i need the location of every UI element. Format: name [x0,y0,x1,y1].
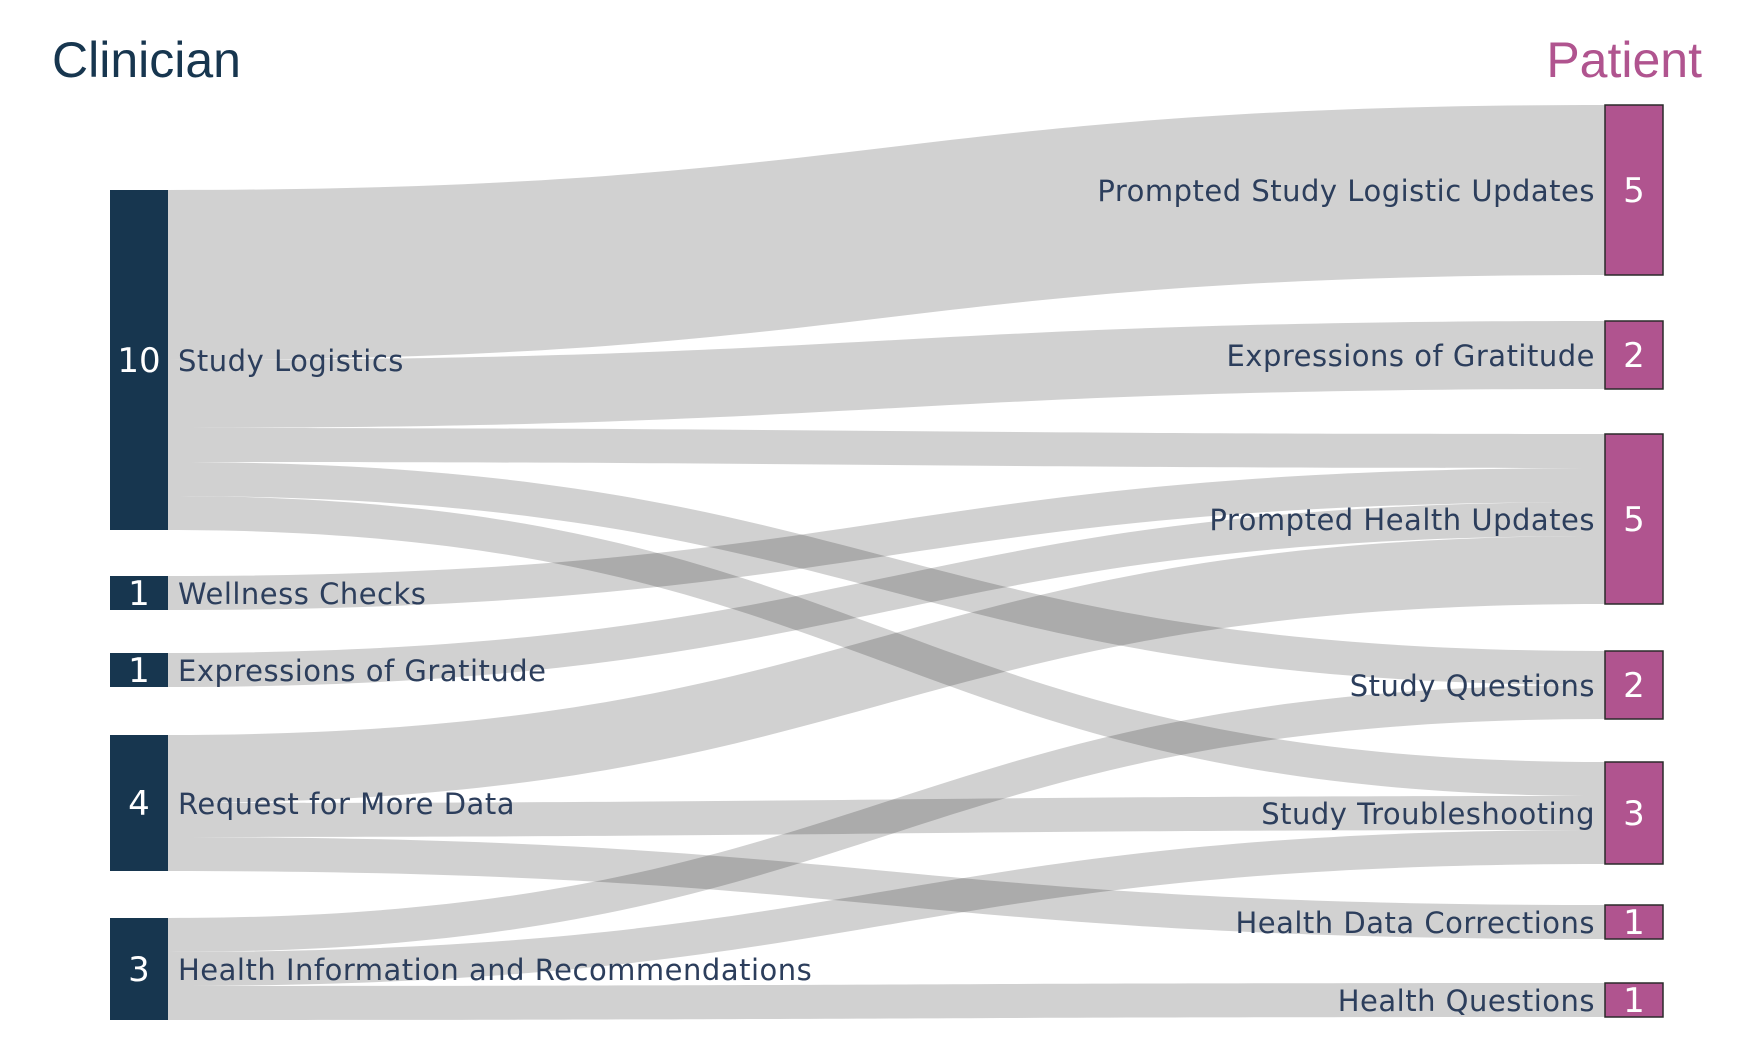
labels: 10 Study Logistics 1 Wellness Checks 1 Expres… [117,171,1644,1021]
clinician-node-wellness_checks [110,576,168,610]
flow-study_logistics-to-prompted_health [168,428,1605,468]
patient-header: Patient [1546,32,1702,88]
flow-more_data-to-data_corrections [168,837,1605,939]
patient-node-label: Health Questions [1338,984,1595,1018]
patient-node-prompted_health [1604,433,1664,605]
patient-node-label: Expressions of Gratitude [1226,339,1595,373]
patient-node-label: Health Data Corrections [1235,906,1595,940]
patient-node-health_questions [1604,982,1664,1018]
patient-node-count: 5 [1623,171,1645,211]
patient-node-prompted_logistics [1604,104,1664,276]
flow-more_data-to-prompted_health [168,536,1605,803]
patient-node-count: 3 [1623,794,1645,834]
clinician-node-count: 3 [128,950,150,990]
flow-gratitude_c-to-prompted_health [168,502,1605,687]
clinician-node-label: Health Information and Recommendations [178,953,812,987]
flow-links [168,105,1605,1020]
patient-node-count: 5 [1623,500,1645,540]
clinician-node-count: 10 [117,341,160,381]
clinician-node-count: 4 [128,784,150,824]
patient-node-label: Study Troubleshooting [1261,797,1595,831]
nodes [110,104,1664,1020]
flow-health_info-to-health_questions [168,983,1605,1020]
clinician-node-study_logistics [110,190,168,530]
clinician-node-label: Request for More Data [178,787,515,821]
flow-study_logistics-to-gratitude_p [168,321,1605,428]
flow-health_info-to-troubleshooting [168,830,1605,986]
clinician-header: Clinician [52,32,241,88]
patient-node-count: 2 [1623,336,1645,376]
patient-node-gratitude_p [1604,320,1664,390]
clinician-node-health_info [110,918,168,1020]
patient-node-label: Prompted Study Logistic Updates [1097,174,1595,208]
clinician-node-label: Wellness Checks [178,577,426,611]
patient-node-count: 2 [1623,666,1645,706]
patient-node-count: 1 [1623,903,1645,943]
clinician-node-label: Expressions of Gratitude [178,654,547,688]
flow-wellness_checks-to-prompted_health [168,468,1605,610]
clinician-node-count: 1 [128,651,150,691]
clinician-node-gratitude_c [110,653,168,687]
clinician-node-count: 1 [128,574,150,614]
flow-study_logistics-to-study_questions [168,462,1605,685]
patient-node-study_questions [1604,650,1664,720]
clinician-node-label: Study Logistics [178,344,404,378]
flow-study_logistics-to-prompted_logistics [168,105,1605,360]
patient-node-label: Prompted Health Updates [1209,503,1595,537]
clinician-node-more_data [110,735,168,871]
patient-node-count: 1 [1623,981,1645,1021]
patient-node-troubleshooting [1604,761,1664,865]
patient-node-label: Study Questions [1350,669,1595,703]
flow-health_info-to-study_questions [168,685,1605,952]
patient-node-data_corrections [1604,904,1664,940]
